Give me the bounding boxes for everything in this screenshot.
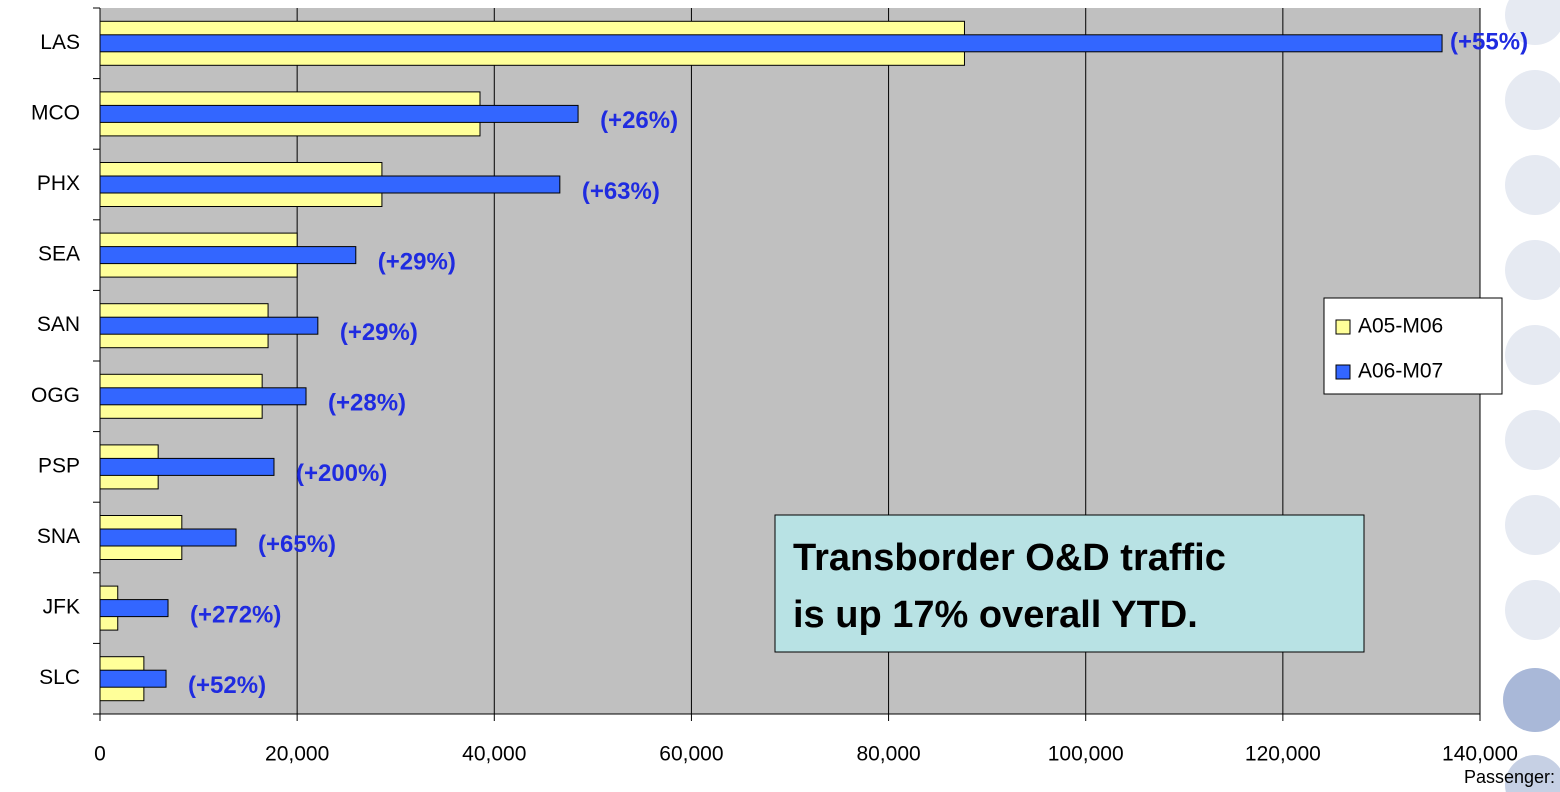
y-tick-label: SNA: [37, 525, 80, 548]
annotation: (+26%): [600, 107, 678, 134]
x-tick-label: 100,000: [1048, 743, 1124, 766]
x-axis-label: Passenger:: [1464, 767, 1555, 787]
annotation: (+29%): [378, 248, 456, 275]
annotation: (+65%): [258, 531, 336, 558]
y-tick-label: SLC: [39, 666, 80, 689]
annotation: (+29%): [340, 319, 418, 346]
decoration: [1503, 0, 1560, 792]
annotation: (+272%): [190, 601, 281, 628]
callout-text: Transborder O&D traffic: [793, 537, 1226, 579]
x-tick-label: 60,000: [659, 743, 723, 766]
bar: [99, 457, 275, 476]
y-tick-label: LAS: [40, 31, 80, 54]
y-tick-label: PSP: [38, 454, 80, 477]
bar: [99, 669, 167, 688]
x-tick-label: 0: [94, 743, 106, 766]
y-tick-label: JFK: [43, 596, 80, 619]
y-tick-label: SEA: [38, 243, 80, 266]
bar: [99, 246, 357, 265]
bar: [99, 175, 561, 194]
y-tick-label: MCO: [31, 101, 80, 124]
annotation: (+63%): [582, 178, 660, 205]
bar: [99, 316, 319, 335]
legend-label: A06-M07: [1358, 360, 1443, 383]
y-tick-label: SAN: [37, 313, 80, 336]
annotation: (+28%): [328, 390, 406, 417]
bar: [99, 528, 237, 547]
callout-box: [774, 514, 1365, 653]
x-tick-label: 40,000: [462, 743, 526, 766]
bar: [99, 104, 579, 123]
legend-swatch: [1335, 364, 1351, 380]
bar: [99, 387, 307, 406]
x-tick-label: 120,000: [1245, 743, 1321, 766]
annotation: (+200%): [296, 460, 387, 487]
callout-text: is up 17% overall YTD.: [793, 594, 1198, 636]
bar: [99, 34, 1443, 53]
bar: [99, 599, 169, 618]
legend-swatch: [1335, 319, 1351, 335]
x-tick-label: 80,000: [856, 743, 920, 766]
y-tick-label: OGG: [31, 384, 80, 407]
y-tick-label: PHX: [37, 172, 80, 195]
x-tick-label: 140,000: [1442, 743, 1518, 766]
legend-label: A05-M06: [1358, 315, 1443, 338]
annotation: (+55%): [1450, 29, 1528, 56]
annotation: (+52%): [188, 672, 266, 699]
legend: [1323, 297, 1503, 395]
x-tick-label: 20,000: [265, 743, 329, 766]
